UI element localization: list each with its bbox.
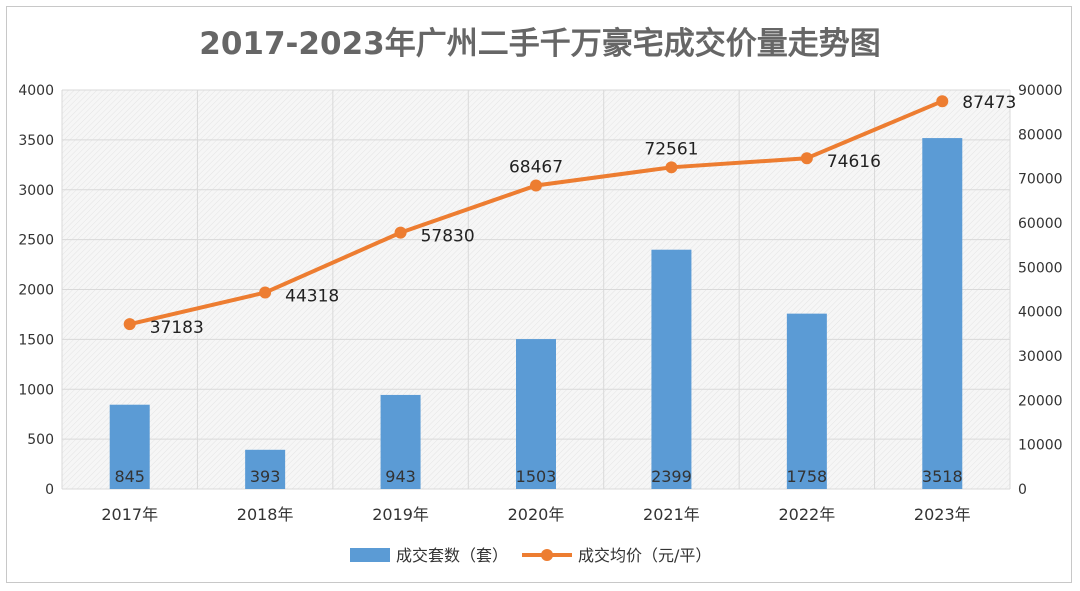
y-right-tick-label: 90000	[1018, 83, 1063, 99]
y-left-tick-label: 3000	[18, 183, 54, 199]
bar-data-label: 1503	[516, 467, 557, 486]
y-right-tick-label: 70000	[1018, 172, 1063, 188]
legend-bar-label: 成交套数（套）	[396, 546, 508, 565]
y-left-tick-label: 2000	[18, 283, 54, 299]
x-tick-label: 2020年	[508, 505, 565, 524]
line-point	[665, 161, 678, 174]
x-tick-label: 2017年	[101, 505, 158, 524]
line-point	[394, 226, 407, 239]
legend-bar-swatch	[350, 548, 390, 562]
y-right-tick-label: 30000	[1018, 349, 1063, 365]
y-left-tick-label: 0	[45, 482, 54, 498]
bar	[380, 394, 421, 489]
y-right-tick-label: 40000	[1018, 305, 1063, 321]
line-data-label: 74616	[827, 152, 881, 172]
line-data-label: 68467	[509, 157, 563, 177]
legend-line-label: 成交均价（元/平）	[578, 546, 711, 565]
bar-data-label: 393	[250, 467, 281, 486]
y-right-tick-label: 50000	[1018, 260, 1063, 276]
chart-title: 2017-2023年广州二手千万豪宅成交价量走势图	[199, 26, 881, 62]
bar-data-label: 943	[385, 467, 416, 486]
bar-data-label: 3518	[922, 467, 963, 486]
y-left-tick-label: 1500	[18, 332, 54, 348]
x-tick-label: 2022年	[778, 505, 835, 524]
line-point	[530, 179, 542, 192]
x-tick-label: 2021年	[643, 505, 700, 524]
line-point	[123, 318, 136, 331]
y-right-tick-label: 60000	[1018, 216, 1063, 232]
bar-data-label: 1758	[786, 467, 827, 486]
x-tick-label: 2019年	[372, 505, 429, 524]
y-left-tick-label: 1000	[18, 382, 54, 398]
y-right-tick-label: 80000	[1018, 127, 1063, 143]
bar-data-label: 2399	[651, 467, 692, 486]
bar	[109, 404, 150, 489]
x-tick-label: 2023年	[914, 505, 971, 524]
line-data-label: 37183	[150, 318, 204, 338]
y-left-tick-label: 2500	[18, 233, 54, 249]
y-left-tick-label: 500	[27, 432, 54, 448]
bar	[245, 449, 286, 489]
y-right-tick-label: 0	[1018, 482, 1027, 498]
bar	[651, 249, 692, 489]
line-data-label: 72561	[644, 139, 698, 159]
y-left-tick-label: 3500	[18, 133, 54, 149]
line-point	[800, 152, 813, 165]
y-right-tick-label: 20000	[1018, 393, 1063, 409]
y-right-tick-label: 10000	[1018, 438, 1063, 454]
y-left-tick-label: 4000	[18, 83, 54, 99]
line-data-label: 44318	[285, 287, 339, 307]
bar	[516, 339, 556, 489]
bar	[786, 313, 827, 489]
line-point	[936, 95, 949, 108]
line-data-label: 87473	[962, 93, 1016, 113]
x-tick-label: 2018年	[237, 505, 294, 524]
bar-data-label: 845	[114, 467, 145, 486]
line-point	[259, 286, 272, 299]
bar	[922, 138, 963, 489]
legend-line-marker	[541, 549, 553, 561]
line-data-label: 57830	[421, 227, 475, 247]
